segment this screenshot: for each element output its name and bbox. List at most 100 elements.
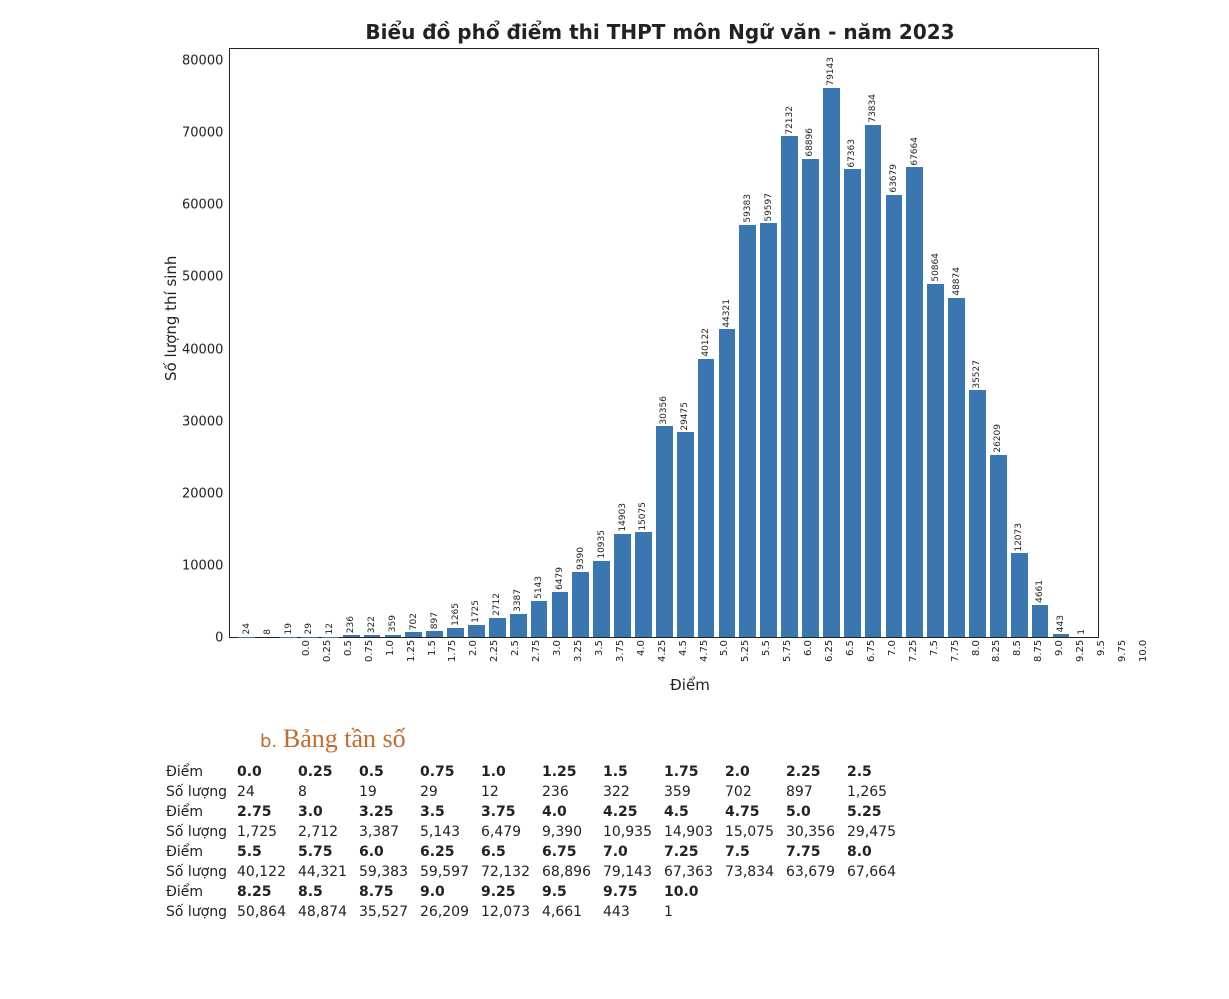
y-tick: 30000: [182, 415, 223, 428]
table-row: Điểm2.753.03.253.53.754.04.254.54.755.05…: [160, 802, 902, 822]
bar: [948, 298, 965, 637]
bar: [739, 225, 756, 637]
bar: [531, 601, 548, 637]
count-cell: 1: [658, 902, 719, 922]
x-tick: 1.0: [380, 640, 401, 674]
x-tick: 3.5: [589, 640, 610, 674]
bar-value-label: 50864: [931, 253, 941, 282]
bar-value-label: 2712: [492, 593, 502, 616]
y-tick: 10000: [182, 559, 223, 572]
row-label-score: Điểm: [160, 882, 231, 902]
bar-value-label: 5143: [534, 576, 544, 599]
bar-value-label: 1725: [471, 600, 481, 623]
bar: [969, 390, 986, 637]
bar-value-label: 67363: [847, 139, 857, 168]
x-tick: 9.25: [1070, 640, 1091, 674]
x-tick: 5.25: [735, 640, 756, 674]
bar-column: 29: [299, 49, 320, 637]
bar: [760, 223, 777, 637]
bar: [886, 195, 903, 637]
bar-column: 1265: [445, 49, 466, 637]
chart-title: Biểu đồ phổ điểm thi THPT môn Ngữ văn - …: [160, 20, 1160, 44]
score-cell: 9.75: [597, 882, 658, 902]
bar-value-label: 3387: [513, 589, 523, 612]
y-tick: 80000: [182, 55, 223, 68]
bar-value-label: 1265: [451, 603, 461, 626]
count-cell: 4,661: [536, 902, 597, 922]
x-tick: 1.5: [422, 640, 443, 674]
bar: [635, 532, 652, 637]
score-cell: 0.75: [414, 762, 475, 782]
bar: [447, 628, 464, 637]
bar-column: 35527: [967, 49, 988, 637]
bar-column: 702: [403, 49, 424, 637]
bar-value-label: 19: [284, 623, 294, 634]
bar: [906, 167, 923, 637]
y-tick: 40000: [182, 343, 223, 356]
x-tick: 4.0: [631, 640, 652, 674]
count-cell: 29,475: [841, 822, 902, 842]
bar-column: 29475: [675, 49, 696, 637]
bar-column: 443: [1050, 49, 1071, 637]
bar: [426, 631, 443, 637]
x-tick: 3.75: [610, 640, 631, 674]
bar-value-label: 59383: [743, 194, 753, 223]
count-cell: 359: [658, 782, 719, 802]
bar-value-label: 1: [1077, 629, 1087, 635]
bar: [489, 618, 506, 637]
x-tick: 9.5: [1091, 640, 1112, 674]
x-tick: 1.25: [401, 640, 422, 674]
x-tick: 4.5: [673, 640, 694, 674]
count-cell: 19: [353, 782, 414, 802]
frequency-table: Điểm0.00.250.50.751.01.251.51.752.02.252…: [160, 762, 902, 922]
bar-value-label: 72132: [785, 106, 795, 135]
bar-column: 24: [236, 49, 257, 637]
x-tick: 4.75: [694, 640, 715, 674]
x-axis-ticks: 0.00.250.50.751.01.251.51.752.02.252.52.…: [290, 638, 1160, 674]
score-cell: 4.5: [658, 802, 719, 822]
y-tick: 0: [215, 632, 223, 645]
bar-column: 67363: [842, 49, 863, 637]
score-cell: 7.75: [780, 842, 841, 862]
bar-column: 50864: [925, 49, 946, 637]
row-label-count: Số lượng: [160, 862, 231, 882]
count-cell: 702: [719, 782, 780, 802]
count-cell: 73,834: [719, 862, 780, 882]
score-cell: 4.75: [719, 802, 780, 822]
score-cell: 1.0: [475, 762, 536, 782]
score-cell: 7.0: [597, 842, 658, 862]
x-tick: 8.5: [1007, 640, 1028, 674]
bar-value-label: 12073: [1014, 523, 1024, 552]
bar-column: 44321: [716, 49, 737, 637]
bar-column: 40122: [696, 49, 717, 637]
bar: [552, 592, 569, 637]
bar: [865, 125, 882, 637]
table-row: Số lượng2481929122363223597028971,265: [160, 782, 902, 802]
count-cell: 50,864: [231, 902, 292, 922]
score-cell: 2.25: [780, 762, 841, 782]
bar: [1011, 553, 1028, 637]
bar-value-label: 9390: [576, 547, 586, 570]
bar-value-label: 4661: [1035, 580, 1045, 603]
x-tick: 1.75: [442, 640, 463, 674]
heading-prefix: b.: [260, 731, 277, 752]
bar-column: 79143: [821, 49, 842, 637]
bar-column: 67664: [904, 49, 925, 637]
score-cell: 3.5: [414, 802, 475, 822]
x-tick: 6.75: [861, 640, 882, 674]
bar-value-label: 30356: [659, 396, 669, 425]
bar-value-label: 8: [263, 629, 273, 635]
plot-area: 2481929122363223597028971265172527123387…: [229, 48, 1099, 638]
count-cell: 44,321: [292, 862, 353, 882]
count-cell: 24: [231, 782, 292, 802]
score-cell: 9.5: [536, 882, 597, 902]
x-tick: 3.25: [568, 640, 589, 674]
count-cell: 48,874: [292, 902, 353, 922]
bar-value-label: 48874: [952, 267, 962, 296]
bar-column: 59597: [758, 49, 779, 637]
bar: [364, 635, 381, 637]
score-cell: 2.75: [231, 802, 292, 822]
bar-column: 1: [1071, 49, 1092, 637]
bar-value-label: 29: [304, 623, 314, 634]
chart-container: Biểu đồ phổ điểm thi THPT môn Ngữ văn - …: [160, 20, 1160, 694]
